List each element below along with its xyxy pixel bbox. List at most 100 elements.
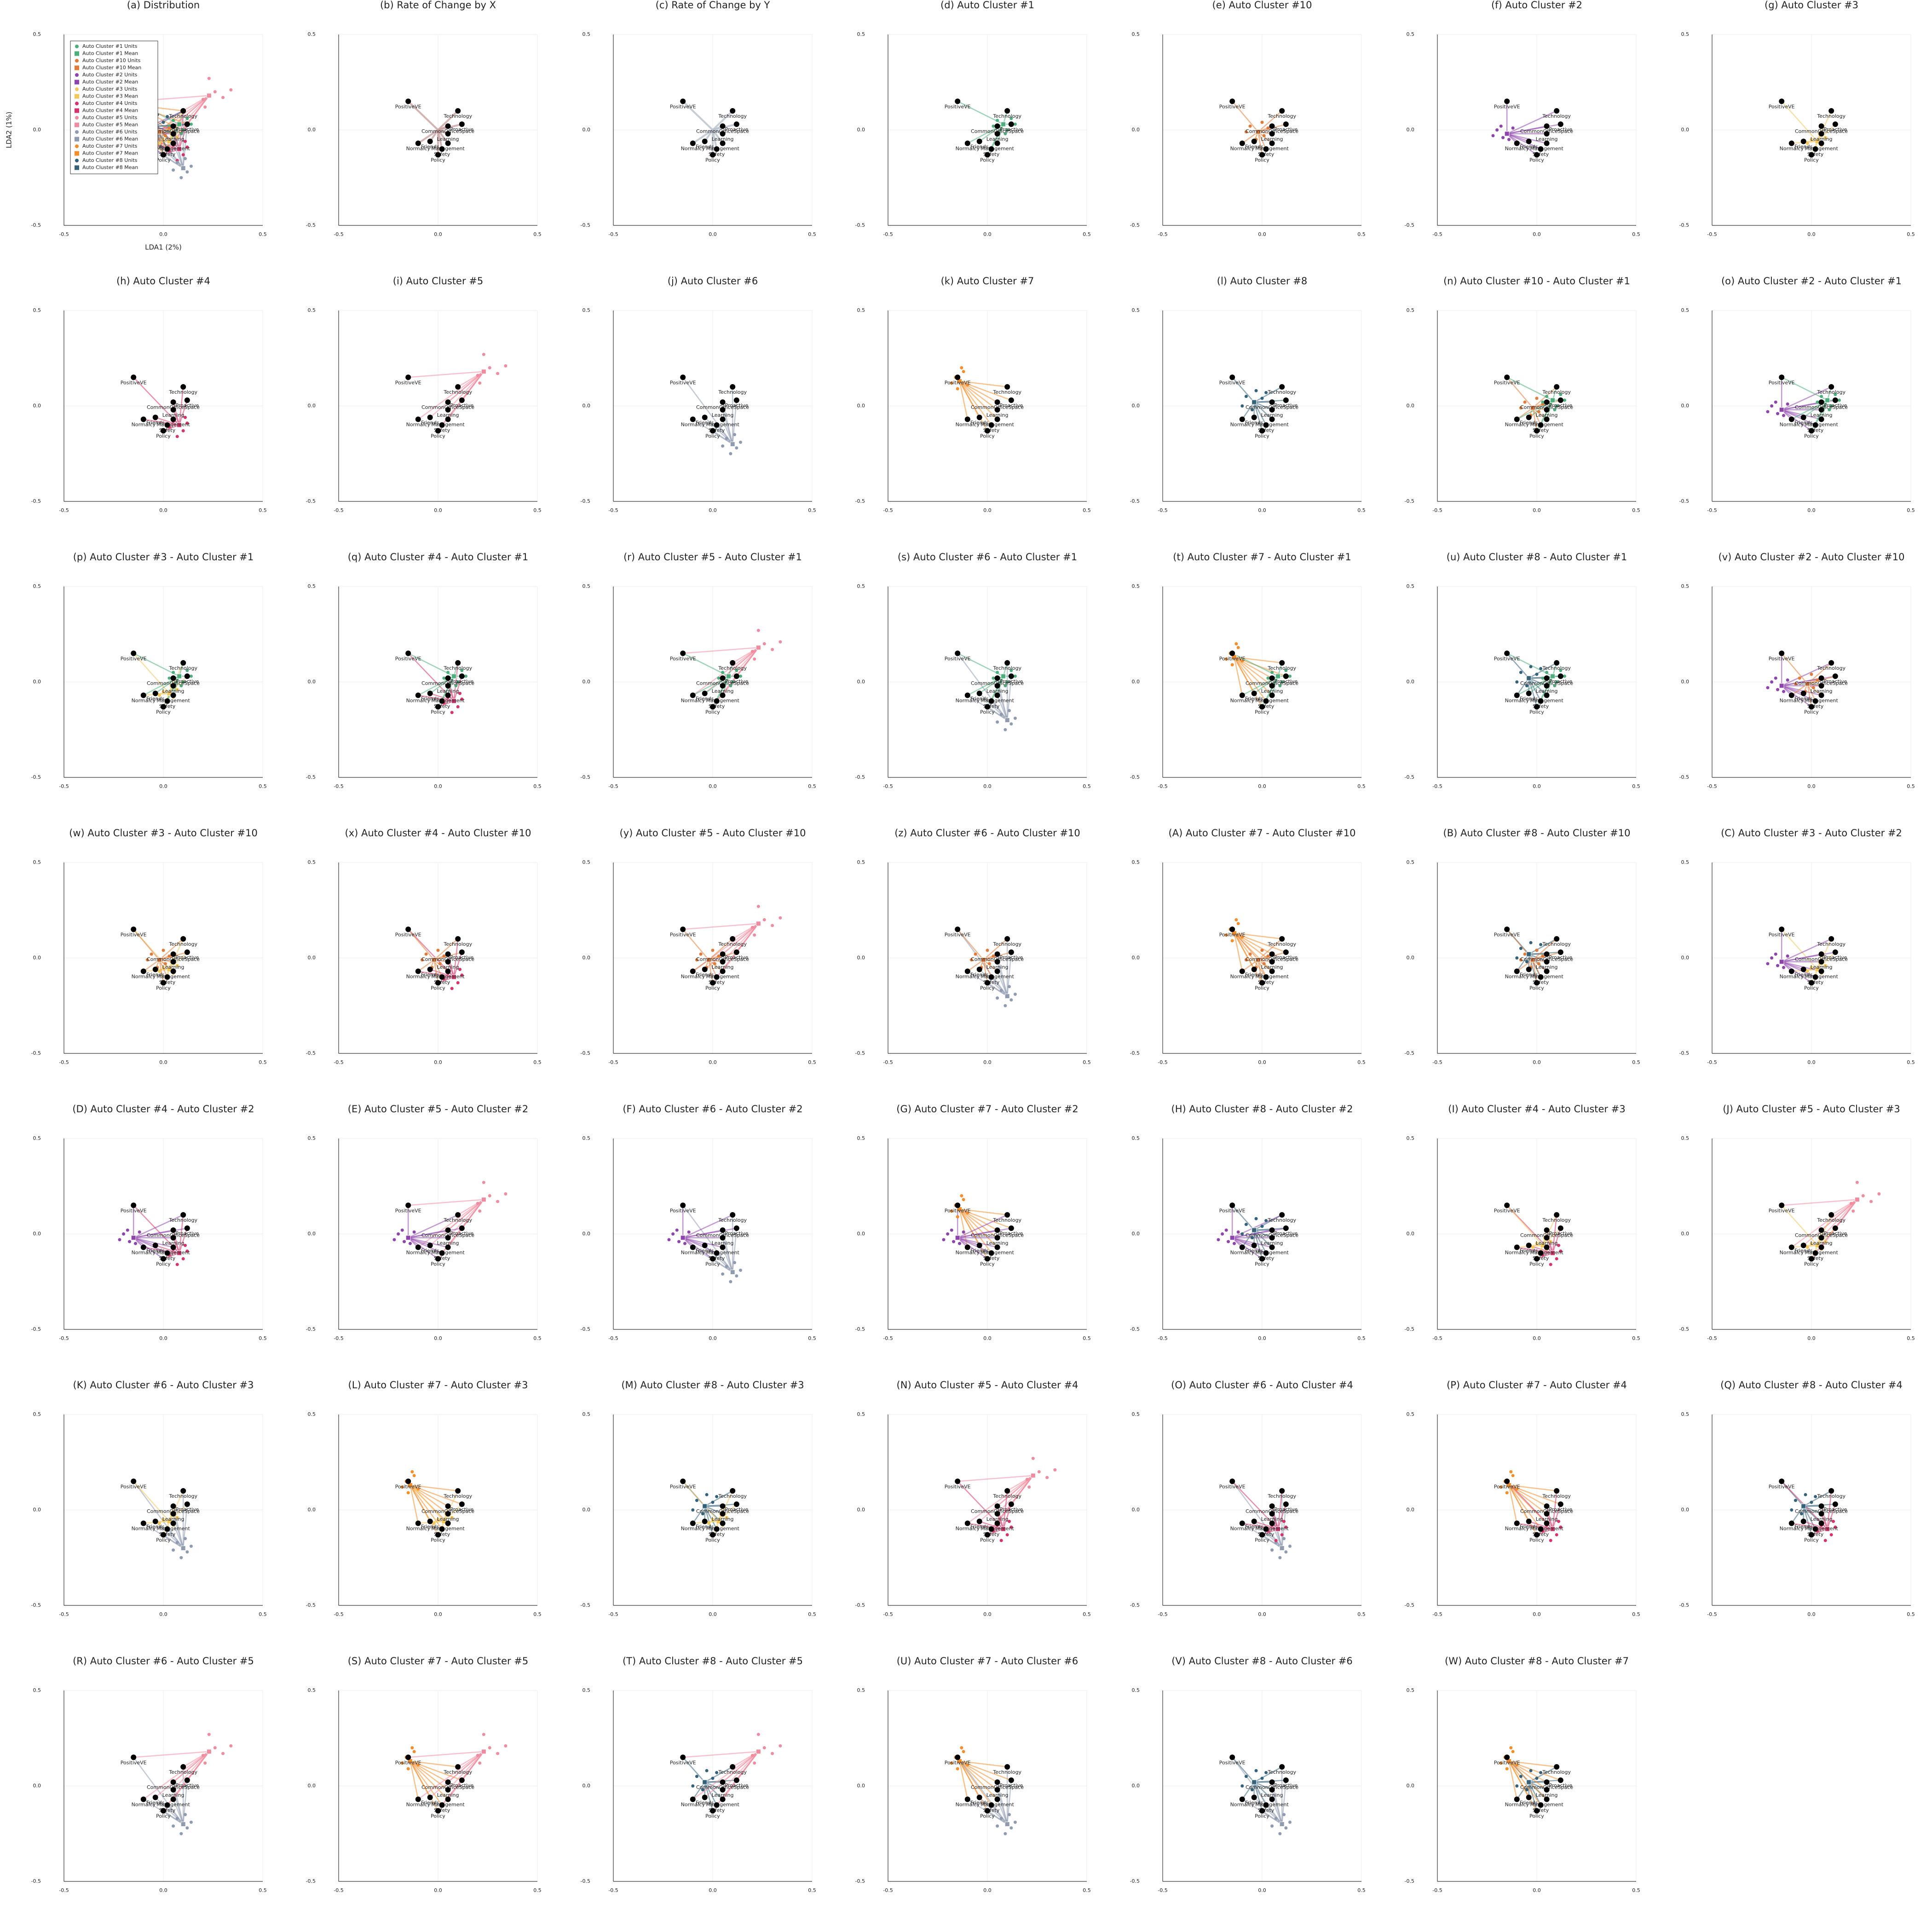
feature-point [152,966,158,972]
feature-point [994,959,1000,965]
unit-point [476,374,479,377]
feature-label: Technology [718,941,747,947]
panel: (I) Auto Cluster #4 - Auto Cluster #3-0.… [1405,1104,1640,1341]
feature-label: Normalcy [1780,422,1804,428]
feature-label: Policy [1804,985,1819,991]
change-line [712,110,733,131]
feature-point [1828,936,1834,942]
unit-point [969,958,973,962]
feature-label: Proactive [725,1782,748,1788]
x-tick-label: -0.5 [334,507,343,513]
unit-point [962,1230,965,1234]
unit-point [1531,1246,1534,1249]
unit-point [1525,960,1528,964]
feature-point [1809,428,1814,434]
unit-point [1284,1826,1288,1830]
unit-point [450,987,454,990]
unit-point [1776,964,1780,967]
feature-point [1544,407,1550,413]
y-tick-label: -0.5 [855,1878,865,1884]
cluster-line [959,1208,988,1259]
feature-label: Learning [1811,964,1833,970]
unit-point [1549,1263,1552,1266]
feature-label: PositiveVE [121,656,147,661]
feature-label: Friends [696,144,714,150]
unit-point [1549,1240,1552,1243]
cluster-line [1532,408,1538,431]
unit-point [157,970,161,973]
mean-point [1255,129,1261,135]
cluster-line [1516,954,1529,972]
y-tick-label: 0.5 [582,859,591,865]
feature-point [1812,146,1818,152]
y-tick-label: 0.0 [308,127,316,133]
unit-point [750,650,754,653]
cluster-line [1781,386,1832,410]
y-tick-label: 0.0 [308,1231,316,1237]
x-tick-label: -0.5 [334,1335,343,1341]
feature-point [459,1501,465,1507]
feature-point [1269,407,1275,413]
feature-label: Normalcy [132,974,156,980]
feature-point [1514,968,1520,974]
feature-point [184,949,190,955]
feature-label: Friends [970,972,989,978]
cluster-line [1257,960,1263,983]
feature-label: Policy [431,1537,445,1543]
unit-point [1003,728,1007,731]
unit-point [1555,1533,1558,1536]
cluster-line [133,1481,170,1522]
x-tick-label: 0.0 [983,1059,992,1065]
feature-point [435,1532,441,1538]
feature-label: Technology [1542,1493,1571,1499]
unit-point [1244,958,1248,962]
y-tick-label: 0.0 [308,1507,316,1513]
x-tick-label: 0.0 [1807,783,1816,789]
panel: (q) Auto Cluster #4 - Auto Cluster #1-0.… [306,552,542,789]
feature-label: Friends [1520,972,1538,978]
y-tick-label: -0.5 [581,1878,590,1884]
cluster-line [133,1751,209,1758]
feature-point [733,949,739,955]
feature-label: Technology [992,665,1021,671]
unit-point [1555,680,1558,684]
x-tick-label: 0.5 [1907,1335,1915,1341]
unit-point [1563,674,1566,678]
feature-point [1779,374,1785,380]
unit-point [482,352,485,356]
x-tick-label: 0.5 [533,1611,542,1617]
x-tick-label: -0.5 [334,231,343,237]
feature-label: Friends [1520,696,1538,702]
feature-point [415,1244,421,1250]
y-tick-label: 0.0 [308,679,316,685]
feature-label: Proactive [1549,954,1572,960]
feature-point [1557,673,1563,679]
feature-label: Policy [705,1537,720,1543]
panel-title: (p) Auto Cluster #3 - Auto Cluster #1 [73,552,254,563]
cluster-line [1532,938,1557,960]
unit-point [1523,400,1527,404]
cluster-line [1234,656,1273,696]
cluster-line [1232,1205,1255,1231]
feature-point [988,146,994,152]
y-tick-label: 0.0 [582,1507,591,1513]
panel: (g) Auto Cluster #3-0.5 0.0 0.5-0.50.00.5P… [1679,0,1915,237]
feature-point [730,108,736,114]
feature-label: Friends [1245,696,1263,702]
unit-point [1515,1784,1519,1788]
unit-point [185,145,189,149]
y-tick-label: -0.5 [1405,1050,1414,1056]
unit-point [753,933,756,937]
panel: (k) Auto Cluster #7-0.5 0.0 0.5-0.50.00.5P… [855,276,1091,513]
unit-point [181,128,185,132]
x-tick-label: 0.0 [709,1887,717,1893]
feature-label: Proactive [1274,1782,1298,1788]
x-tick-label: 0.5 [1632,231,1640,237]
unit-point [691,1508,695,1512]
feature-label: Friends [146,1248,165,1254]
cluster-line [1528,678,1538,707]
cluster-line [163,154,184,169]
feature-point [1832,949,1838,955]
feature-label: Technology [443,1769,472,1775]
unit-point [412,1230,416,1234]
